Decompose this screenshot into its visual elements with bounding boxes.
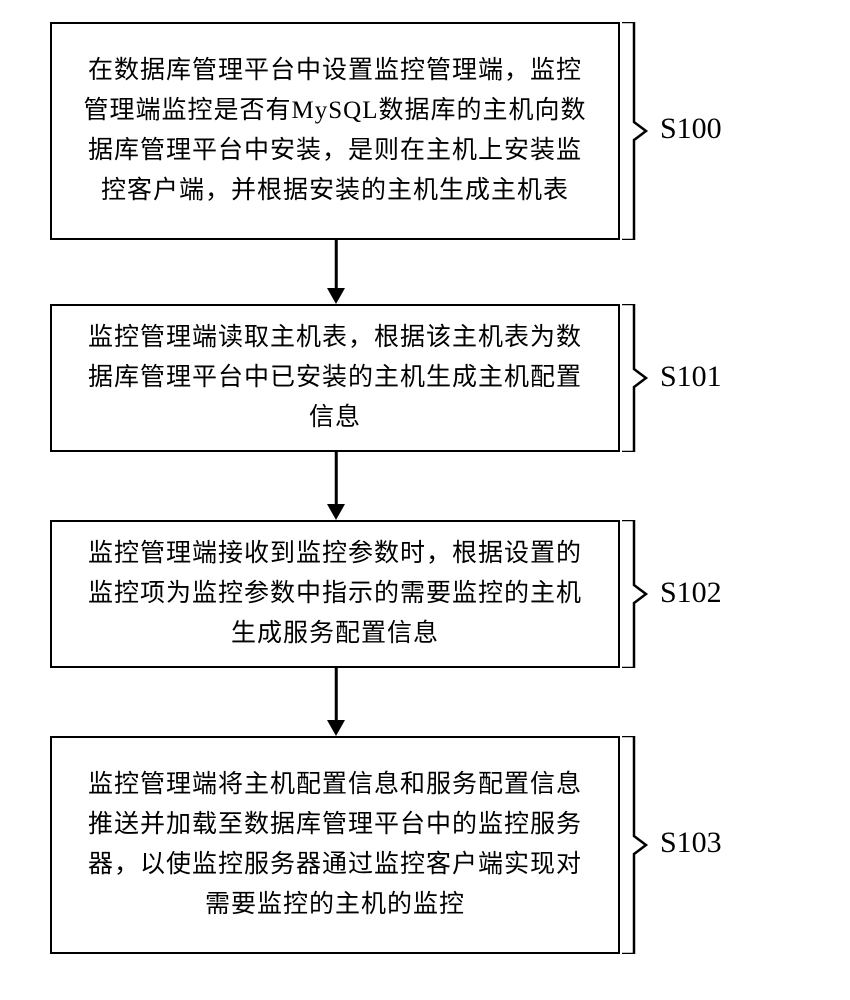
bracket-s102 xyxy=(622,520,654,668)
node-text: 在数据库管理平台中设置监控管理端，监控管理端监控是否有MySQL数据库的主机向数… xyxy=(76,51,594,211)
arrow-s101-s102 xyxy=(335,452,337,520)
arrow-s102-s103 xyxy=(335,668,337,736)
flowchart-node-s101: 监控管理端读取主机表，根据该主机表为数据库管理平台中已安装的主机生成主机配置信息 xyxy=(50,304,620,452)
node-text: 监控管理端接收到监控参数时，根据设置的监控项为监控参数中指示的需要监控的主机生成… xyxy=(76,534,594,654)
bracket-s101 xyxy=(622,304,654,452)
bracket-s100 xyxy=(622,22,654,240)
node-text: 监控管理端读取主机表，根据该主机表为数据库管理平台中已安装的主机生成主机配置信息 xyxy=(76,318,594,438)
step-label-s103: S103 xyxy=(660,826,722,860)
arrow-s100-s101 xyxy=(335,240,337,304)
flowchart-node-s103: 监控管理端将主机配置信息和服务配置信息推送并加载至数据库管理平台中的监控服务器，… xyxy=(50,736,620,954)
bracket-s103 xyxy=(622,736,654,954)
step-label-s101: S101 xyxy=(660,360,722,394)
step-label-s100: S100 xyxy=(660,112,722,146)
flowchart-node-s100: 在数据库管理平台中设置监控管理端，监控管理端监控是否有MySQL数据库的主机向数… xyxy=(50,22,620,240)
node-text: 监控管理端将主机配置信息和服务配置信息推送并加载至数据库管理平台中的监控服务器，… xyxy=(76,765,594,925)
flowchart-container: 在数据库管理平台中设置监控管理端，监控管理端监控是否有MySQL数据库的主机向数… xyxy=(0,0,850,1000)
step-label-s102: S102 xyxy=(660,576,722,610)
flowchart-node-s102: 监控管理端接收到监控参数时，根据设置的监控项为监控参数中指示的需要监控的主机生成… xyxy=(50,520,620,668)
